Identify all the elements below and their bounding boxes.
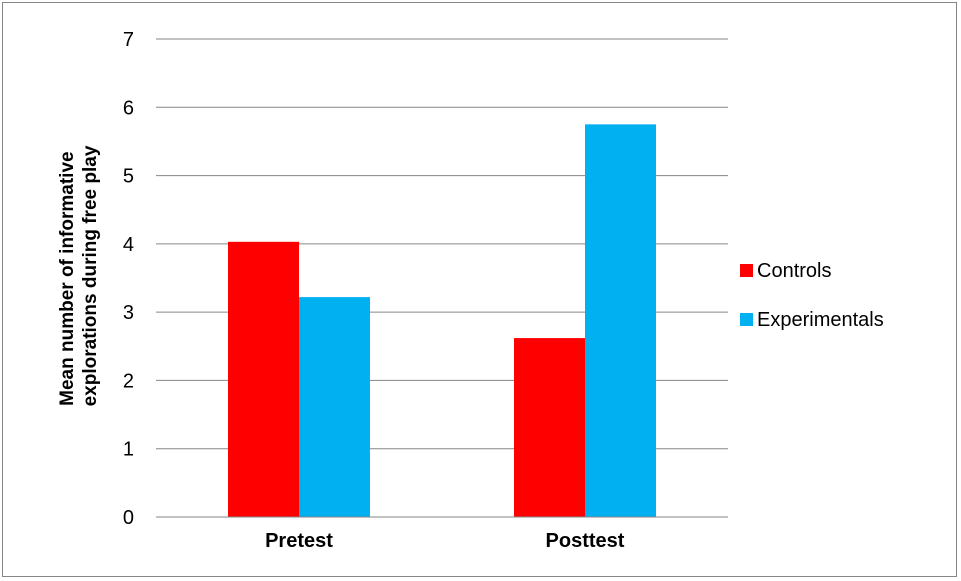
x-category-labels: Pretest Posttest	[265, 530, 625, 552]
y-tick-label: 7	[123, 29, 134, 51]
bars	[228, 124, 656, 517]
x-category-label: Posttest	[546, 530, 625, 552]
legend-label-controls: Controls	[757, 260, 831, 282]
x-category-label: Pretest	[265, 530, 333, 552]
bar-chart: 0 1 2 3 4 5 6 7 Pretest Posttest Mean number of …	[57, 29, 884, 552]
y-tick-label: 5	[123, 166, 134, 188]
bar-controls-posttest	[514, 338, 585, 517]
y-tick-label: 6	[123, 97, 134, 119]
legend-swatch-experimentals	[740, 313, 753, 326]
y-axis-title-line-2: explorations during free play	[80, 145, 101, 406]
bar-controls-pretest	[228, 241, 299, 517]
legend-swatch-controls	[740, 264, 753, 277]
bar-experimentals-pretest	[299, 297, 370, 517]
y-tick-labels: 0 1 2 3 4 5 6 7	[123, 29, 134, 529]
legend-label-experimentals: Experimentals	[757, 309, 884, 331]
y-axis-title: Mean number of informative explorations …	[57, 145, 101, 406]
y-tick-label: 1	[123, 439, 134, 461]
y-axis-title-line-1: Mean number of informative	[57, 151, 78, 405]
y-tick-label: 3	[123, 302, 134, 324]
y-tick-label: 4	[123, 234, 134, 256]
y-tick-label: 2	[123, 370, 134, 392]
bar-experimentals-posttest	[585, 124, 656, 517]
legend: Controls Experimentals	[740, 260, 884, 331]
y-tick-label: 0	[123, 507, 134, 529]
